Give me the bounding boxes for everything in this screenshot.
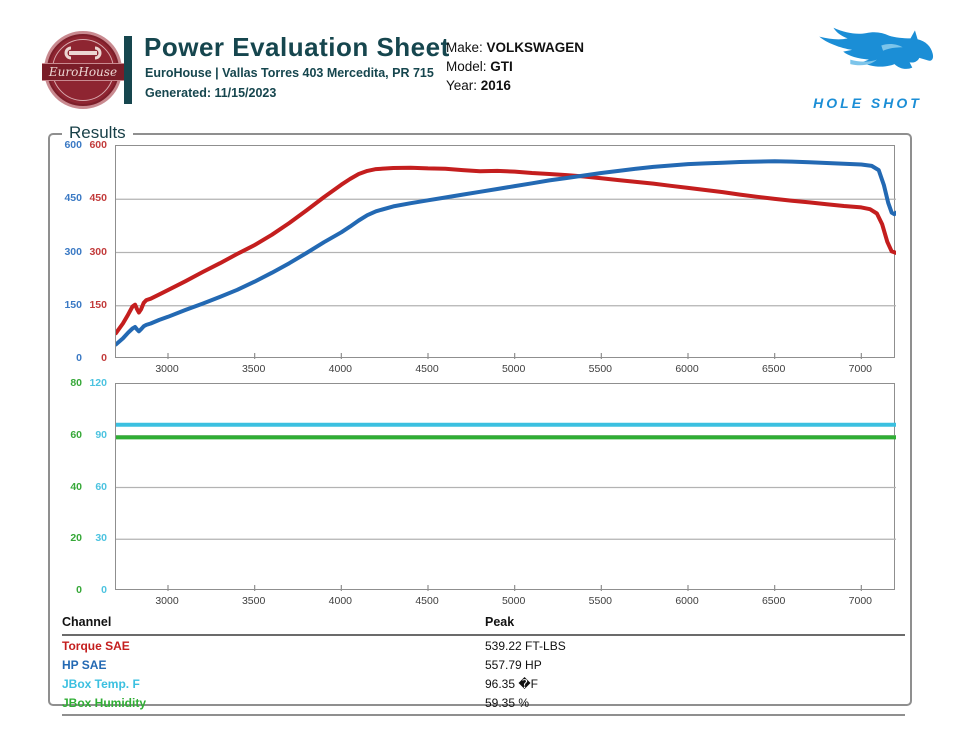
y-axis-label: 20 — [70, 532, 82, 545]
y-axis-label: 450 — [89, 192, 107, 205]
x-axis-label: 7000 — [848, 363, 872, 375]
peak-value: 96.35 �F — [485, 676, 538, 691]
x-axis-label: 6000 — [675, 363, 699, 375]
y-axis-label: 300 — [64, 245, 82, 258]
x-axis-label: 6500 — [761, 363, 786, 375]
wrench-icon — [63, 45, 103, 66]
brand-name: HOLE SHOT — [813, 95, 922, 111]
vehicle-model: Model: GTI — [446, 59, 513, 74]
y-axis-label: 0 — [101, 352, 107, 364]
x-axis-label: 5000 — [501, 595, 526, 607]
results-section-border — [48, 133, 912, 706]
eurohouse-logo: EuroHouse — [42, 31, 124, 113]
peak-value: 557.79 HP — [485, 657, 542, 672]
y-axis-label: 90 — [95, 428, 107, 441]
x-axis-label: 6500 — [761, 595, 786, 607]
y-axis-label: 150 — [64, 298, 82, 311]
y-axis-label: 600 — [64, 139, 82, 151]
vehicle-make: Make: VOLKSWAGEN — [446, 40, 585, 55]
x-axis-label: 4500 — [415, 595, 439, 607]
x-axis-label: 6000 — [675, 595, 699, 607]
y-axis-label: 60 — [70, 428, 82, 441]
y-axis-label: 0 — [76, 352, 82, 364]
y-axis-label: 300 — [89, 245, 107, 258]
y-axis-label: 30 — [95, 532, 107, 545]
peaks-table: Channel Peak Torque SAE 539.22 FT-LBS HP S… — [62, 612, 905, 716]
y-axis-label: 150 — [89, 298, 107, 311]
table-row: JBox Temp. F 96.35 �F — [62, 674, 905, 693]
x-axis-label: 5500 — [588, 363, 612, 375]
y-axis-label: 40 — [70, 480, 82, 493]
horse-icon — [818, 27, 933, 69]
table-row: HP SAE 557.79 HP — [62, 655, 905, 674]
x-axis-label: 5500 — [588, 595, 612, 607]
x-axis-label: 3500 — [241, 595, 266, 607]
column-header-peak: Peak — [485, 615, 515, 629]
peak-value: 539.22 FT-LBS — [485, 638, 566, 653]
x-axis-label: 5000 — [501, 363, 526, 375]
title-accent-bar — [124, 36, 132, 104]
column-header-channel: Channel — [62, 615, 112, 629]
y-axis-label: 450 — [64, 192, 82, 205]
vehicle-year: Year: 2016 — [446, 78, 511, 93]
table-bottom-rule — [62, 714, 905, 716]
vehicle-info: Make: VOLKSWAGEN Model: GTI Year: 2016 — [446, 38, 584, 95]
temp-humidity-chart — [115, 383, 896, 591]
table-row: Torque SAE 539.22 FT-LBS — [62, 636, 905, 655]
logo-banner — [42, 63, 124, 81]
channel-name: JBox Humidity — [62, 695, 147, 710]
x-axis-label: 3000 — [155, 363, 179, 375]
y-axis-label: 600 — [89, 139, 107, 151]
channel-name: HP SAE — [62, 657, 107, 672]
table-header-row: Channel Peak — [62, 612, 905, 636]
channel-name: JBox Temp. F — [62, 676, 140, 691]
power-torque-chart — [115, 145, 896, 359]
x-axis-label: 4500 — [415, 363, 439, 375]
generated-date: Generated: 11/15/2023 — [145, 86, 277, 100]
y-axis-label: 60 — [95, 480, 107, 493]
hole-shot-logo: HOLE SHOT — [785, 26, 950, 111]
x-axis-label: 3000 — [155, 595, 179, 607]
channel-name: Torque SAE — [62, 638, 130, 653]
x-axis-label: 4000 — [328, 363, 352, 375]
results-section-title: Results — [62, 123, 133, 143]
y-axis-label: 0 — [76, 584, 82, 596]
table-row: JBox Humidity 59.35 % — [62, 693, 905, 712]
y-axis-label: 80 — [70, 377, 82, 389]
x-axis-label: 3500 — [241, 363, 266, 375]
logo-text: EuroHouse — [48, 65, 118, 79]
page-title: Power Evaluation Sheet — [144, 32, 450, 62]
peak-value: 59.35 % — [485, 695, 530, 710]
y-axis-label: 120 — [89, 377, 107, 389]
shop-address: EuroHouse | Vallas Torres 403 Mercedita,… — [145, 66, 434, 80]
x-axis-label: 4000 — [328, 595, 352, 607]
x-axis-label: 7000 — [848, 595, 872, 607]
y-axis-label: 0 — [101, 584, 107, 596]
